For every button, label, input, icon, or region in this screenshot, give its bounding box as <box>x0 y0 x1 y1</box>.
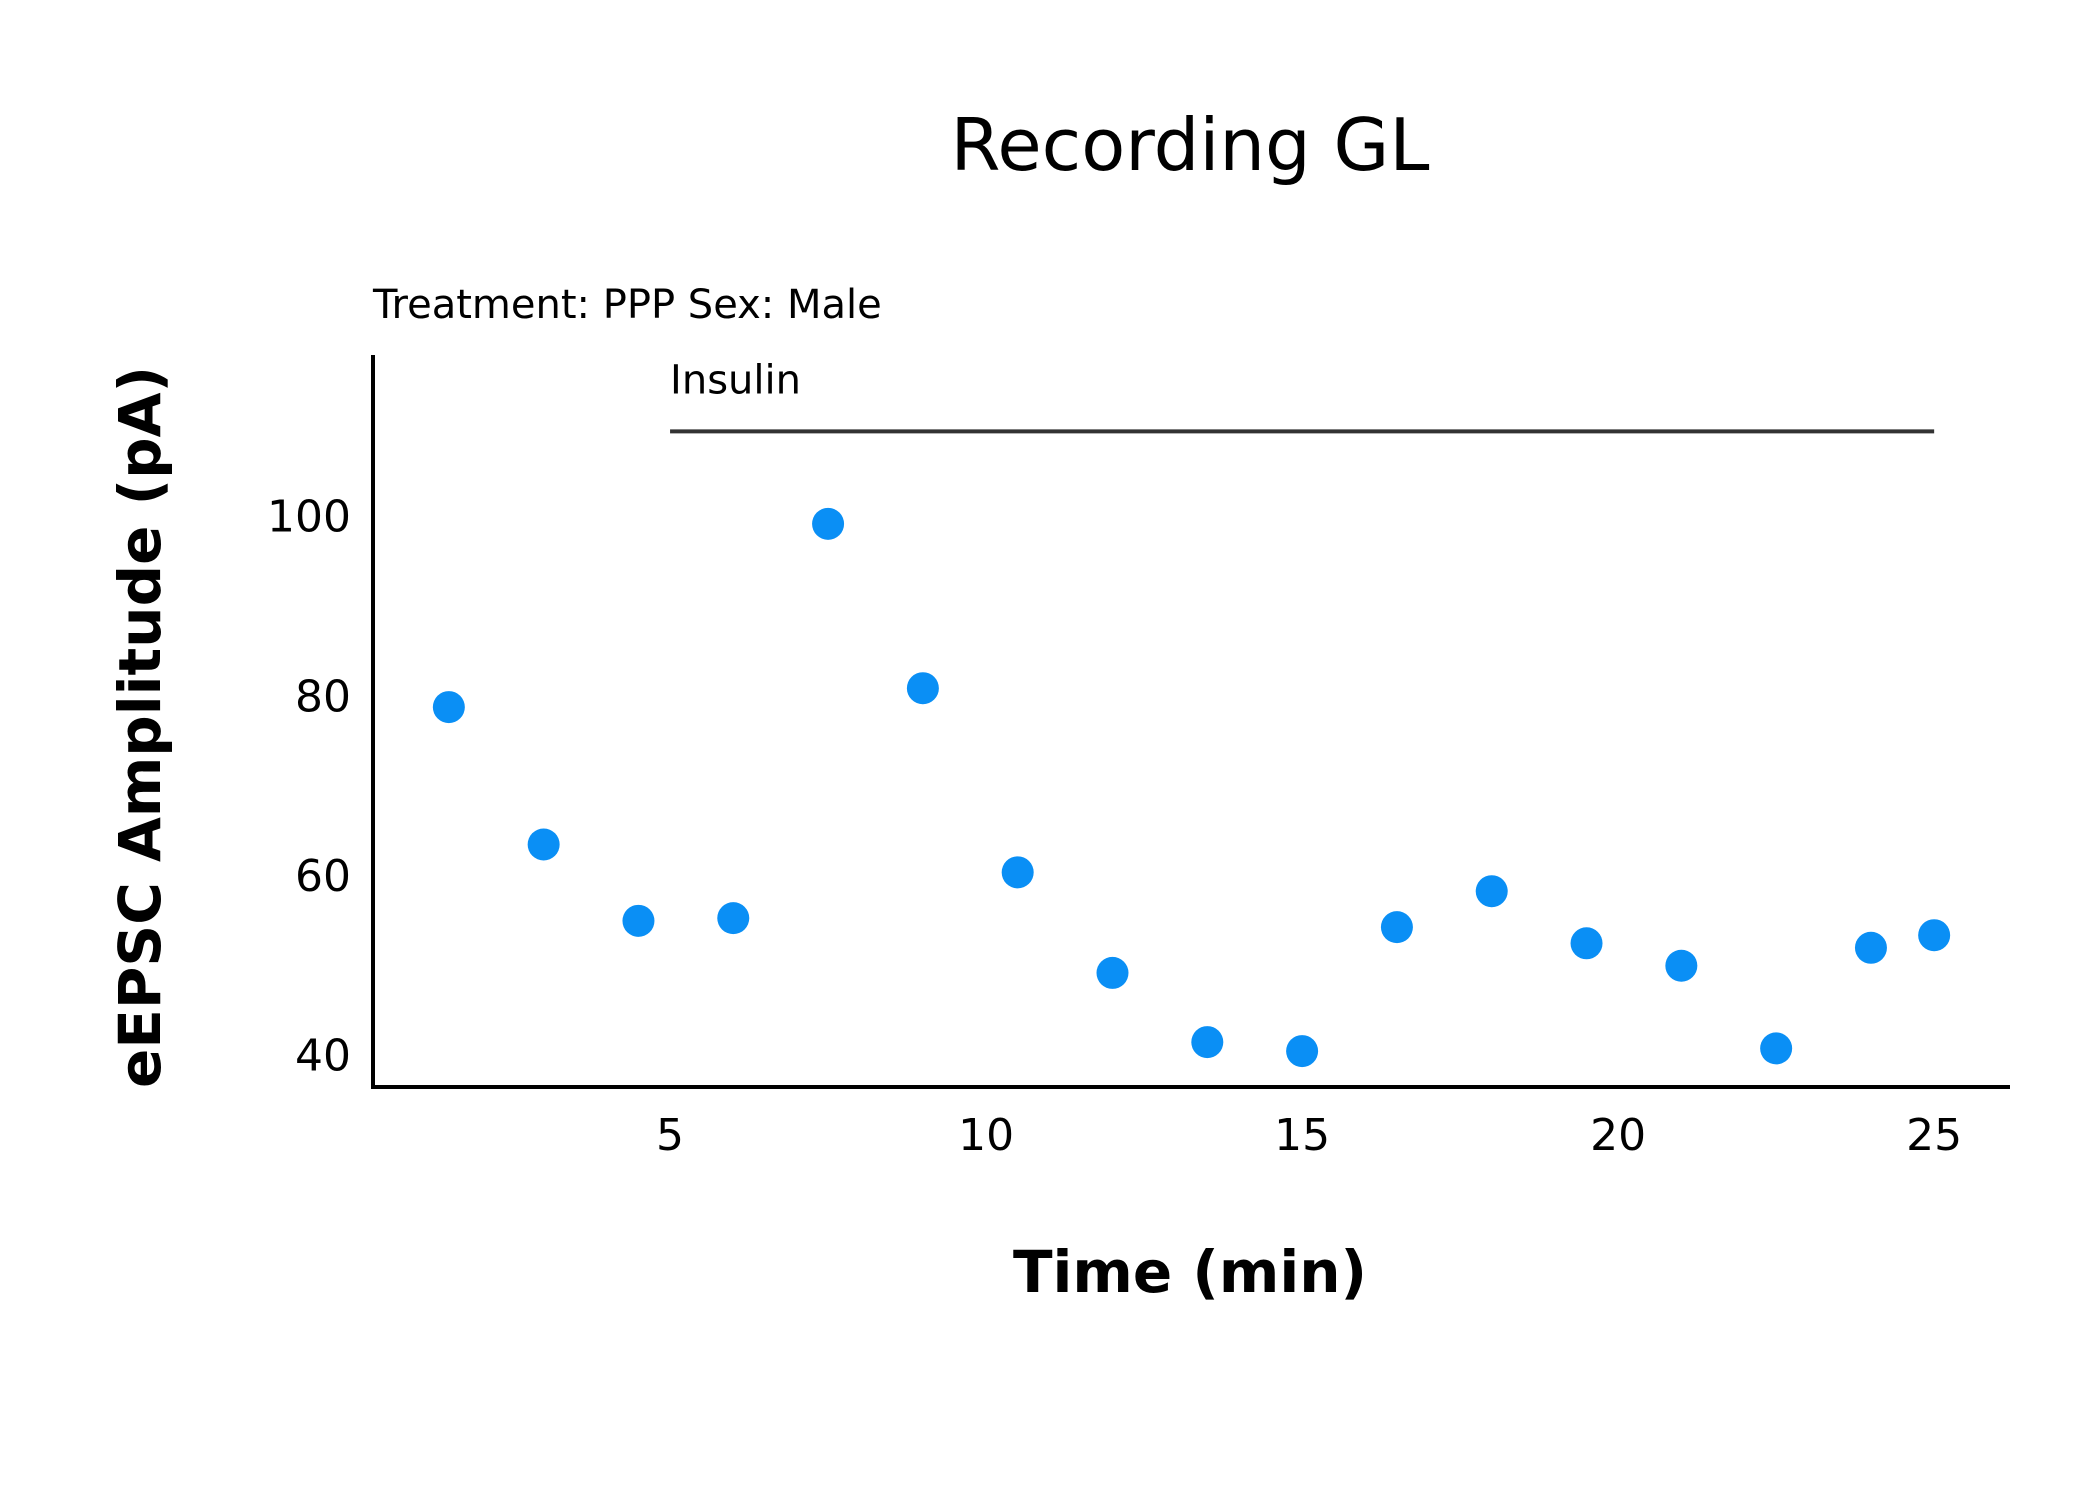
data-point <box>812 507 845 540</box>
chart-title: Recording GL <box>951 103 1430 187</box>
y-tick-label: 40 <box>295 1031 351 1082</box>
data-point <box>527 828 560 861</box>
data-point <box>1918 919 1951 952</box>
data-point <box>1665 949 1698 982</box>
data-point <box>1854 931 1887 964</box>
y-axis-label: eEPSC Amplitude (pA) <box>106 366 174 1088</box>
data-point <box>1760 1032 1793 1065</box>
y-tick-label: 60 <box>295 851 351 902</box>
y-tick-label: 100 <box>267 492 351 543</box>
data-point <box>1475 875 1508 908</box>
x-axis-label: Time (min) <box>1013 1238 1367 1306</box>
data-point <box>717 902 750 935</box>
data-point <box>622 904 655 937</box>
x-tick-label: 25 <box>1906 1110 1962 1161</box>
data-point <box>1570 927 1603 960</box>
y-tick-label: 80 <box>295 671 351 722</box>
chart-subtitle: Treatment: PPP Sex: Male <box>372 282 882 328</box>
x-tick-label: 20 <box>1590 1110 1646 1161</box>
data-point <box>1001 856 1034 889</box>
data-point <box>1380 911 1413 944</box>
insulin-label: Insulin <box>670 357 801 403</box>
plot-area: 5 10 15 20 25 40 60 80 100 Insulin <box>267 355 2010 1161</box>
x-tick-label: 10 <box>958 1110 1014 1161</box>
data-point <box>1096 956 1129 989</box>
data-point <box>906 672 939 705</box>
x-tick-label: 5 <box>656 1110 684 1161</box>
data-point <box>1286 1035 1319 1068</box>
data-point <box>1191 1026 1224 1059</box>
data-point <box>432 691 465 724</box>
x-tick-label: 15 <box>1274 1110 1330 1161</box>
